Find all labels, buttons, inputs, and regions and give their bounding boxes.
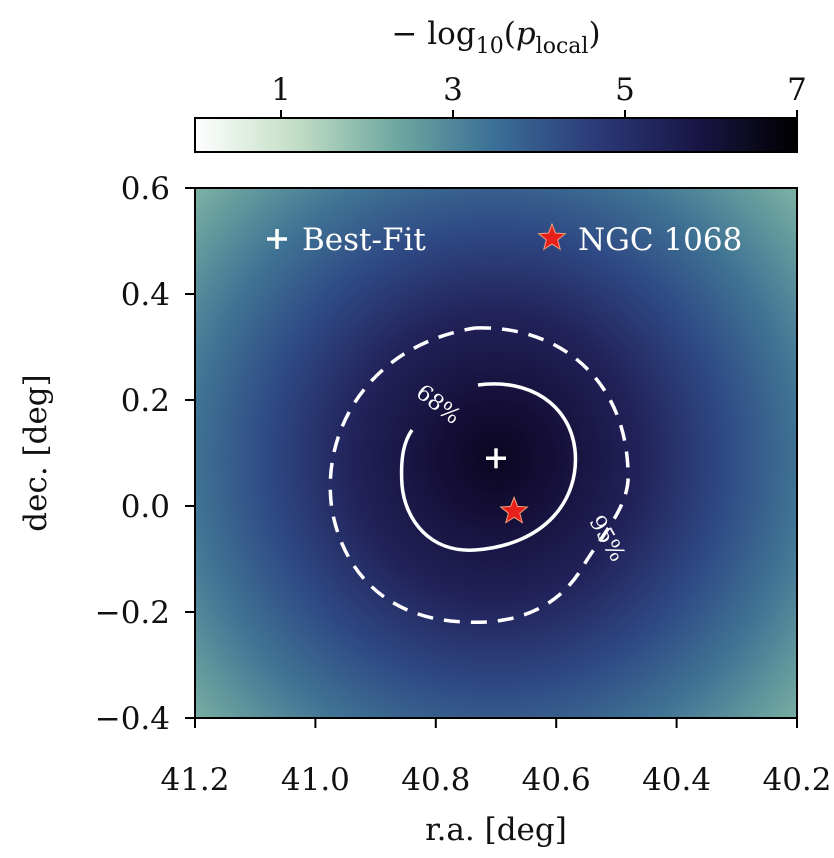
y-tick-label: −0.4 xyxy=(95,701,170,737)
colorbar-gradient xyxy=(194,117,798,153)
colorbar-tick-label: 5 xyxy=(615,72,635,108)
x-tick-label: 40.6 xyxy=(522,762,591,798)
colorbar-tick-label: 3 xyxy=(443,72,463,108)
plot-frame xyxy=(194,187,798,719)
colorbar-tick-label: 1 xyxy=(271,72,291,108)
contour-95 xyxy=(328,326,630,625)
y-tick-label: 0.6 xyxy=(121,171,170,207)
legend-plus-icon xyxy=(267,229,287,249)
x-tick-label: 40.2 xyxy=(762,762,831,798)
x-tick-label: 41.2 xyxy=(160,762,229,798)
legend-star-icon xyxy=(537,222,567,251)
y-tick-label: 0.4 xyxy=(121,277,170,313)
colorbar-ticks: 1 3 5 7 xyxy=(271,72,807,118)
legend-ngc1068: NGC 1068 xyxy=(578,222,742,258)
y-tick-label: 0.0 xyxy=(121,489,170,525)
contour-68 xyxy=(399,382,578,552)
colorbar-label: − log10(plocal) xyxy=(391,16,600,59)
x-axis: 41.2 41.0 40.8 40.6 40.4 40.2 xyxy=(160,718,832,798)
colorbar-tick-label: 7 xyxy=(787,72,807,108)
best-fit-marker xyxy=(486,448,506,469)
y-tick-label: −0.2 xyxy=(95,595,170,631)
legend-best-fit: Best-Fit xyxy=(302,222,426,258)
x-axis-label: r.a. [deg] xyxy=(425,812,567,848)
x-tick-label: 41.0 xyxy=(281,762,350,798)
y-tick-label: 0.2 xyxy=(121,383,170,419)
legend: Best-Fit NGC 1068 xyxy=(267,222,742,258)
ngc1068-marker xyxy=(499,495,529,524)
y-axis-label: dec. [deg] xyxy=(18,374,54,531)
x-tick-label: 40.4 xyxy=(642,762,711,798)
colorbar: 1 3 5 7 − log10(plocal) xyxy=(194,16,807,153)
plot-area: 68% 95% Best-Fit NGC 1068 xyxy=(194,187,798,719)
y-axis: −0.4 −0.2 0.0 0.2 0.4 0.6 xyxy=(95,171,195,737)
x-tick-label: 40.8 xyxy=(401,762,470,798)
